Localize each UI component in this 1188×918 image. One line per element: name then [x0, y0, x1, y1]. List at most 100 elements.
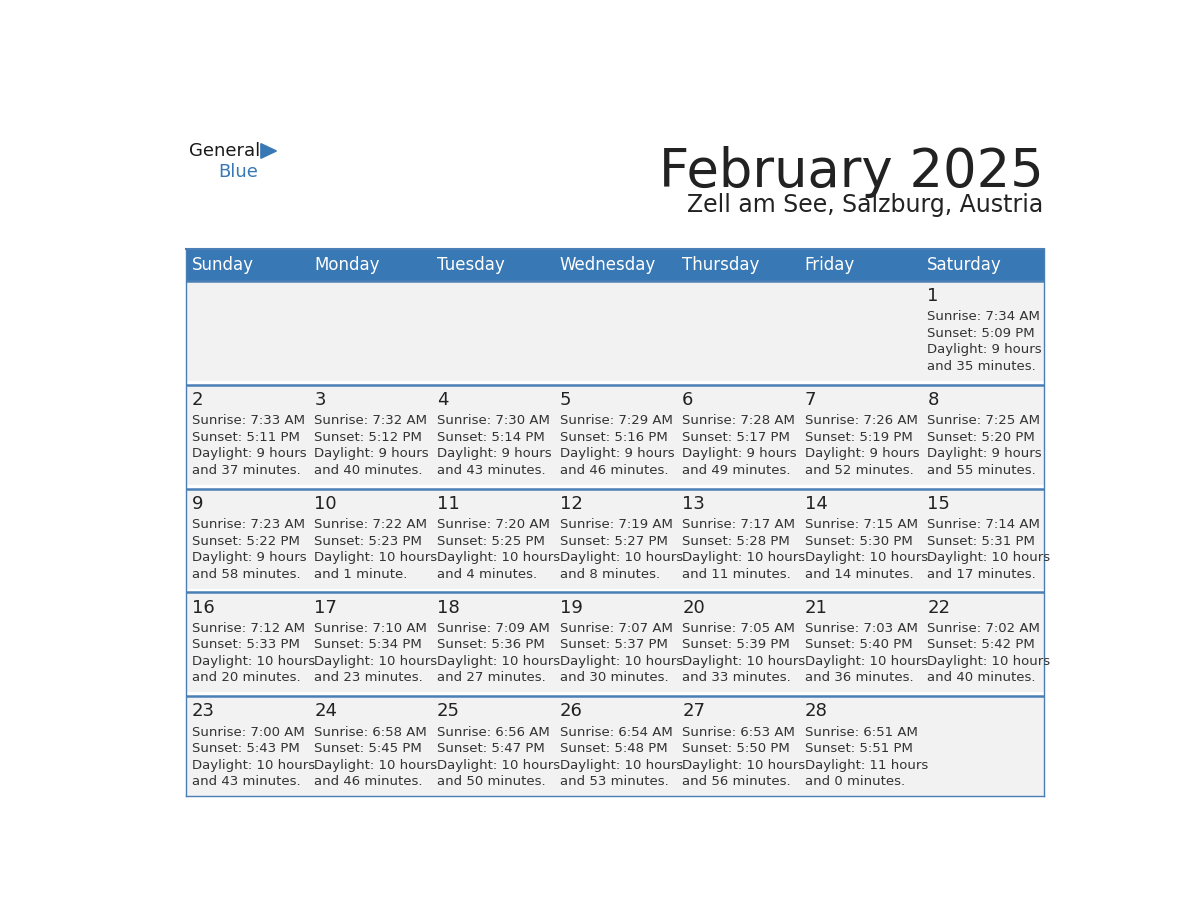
Text: Daylight: 10 hours: Daylight: 10 hours	[928, 655, 1050, 668]
Text: 7: 7	[804, 391, 816, 409]
Text: Daylight: 10 hours: Daylight: 10 hours	[682, 551, 805, 564]
Text: Zell am See, Salzburg, Austria: Zell am See, Salzburg, Austria	[688, 194, 1043, 218]
Text: Sunset: 5:19 PM: Sunset: 5:19 PM	[804, 431, 912, 443]
Bar	[308, 488, 431, 588]
Polygon shape	[261, 143, 277, 158]
Text: Sunset: 5:27 PM: Sunset: 5:27 PM	[560, 534, 668, 547]
Text: Sunrise: 7:05 AM: Sunrise: 7:05 AM	[682, 621, 795, 634]
Text: 22: 22	[928, 599, 950, 617]
Text: 2: 2	[192, 391, 203, 409]
Text: 23: 23	[192, 702, 215, 721]
Text: Sunset: 5:20 PM: Sunset: 5:20 PM	[928, 431, 1035, 443]
Bar	[554, 249, 676, 281]
Text: and 58 minutes.: and 58 minutes.	[192, 567, 301, 580]
Text: and 43 minutes.: and 43 minutes.	[437, 464, 545, 476]
Text: Daylight: 9 hours: Daylight: 9 hours	[928, 447, 1042, 460]
Text: and 0 minutes.: and 0 minutes.	[804, 775, 905, 789]
Text: General: General	[189, 142, 260, 160]
Text: Sunrise: 7:07 AM: Sunrise: 7:07 AM	[560, 621, 672, 634]
Bar	[554, 385, 676, 485]
Bar	[921, 696, 1043, 796]
Text: and 1 minute.: and 1 minute.	[315, 567, 407, 580]
Text: Sunrise: 7:22 AM: Sunrise: 7:22 AM	[315, 518, 428, 531]
Text: Monday: Monday	[315, 256, 380, 274]
Text: Sunrise: 7:28 AM: Sunrise: 7:28 AM	[682, 414, 795, 427]
Text: and 14 minutes.: and 14 minutes.	[804, 567, 914, 580]
Text: 9: 9	[192, 495, 203, 513]
Text: 17: 17	[315, 599, 337, 617]
Text: Daylight: 10 hours: Daylight: 10 hours	[560, 655, 683, 668]
Bar	[308, 696, 431, 796]
Text: Daylight: 9 hours: Daylight: 9 hours	[928, 343, 1042, 356]
Text: Thursday: Thursday	[682, 256, 759, 274]
Text: and 46 minutes.: and 46 minutes.	[315, 775, 423, 789]
Text: and 53 minutes.: and 53 minutes.	[560, 775, 669, 789]
Text: Daylight: 9 hours: Daylight: 9 hours	[560, 447, 675, 460]
Bar	[185, 385, 308, 485]
Text: and 11 minutes.: and 11 minutes.	[682, 567, 791, 580]
Text: Daylight: 11 hours: Daylight: 11 hours	[804, 758, 928, 772]
Text: Sunset: 5:45 PM: Sunset: 5:45 PM	[315, 742, 422, 756]
Text: and 56 minutes.: and 56 minutes.	[682, 775, 791, 789]
Text: and 40 minutes.: and 40 minutes.	[928, 671, 1036, 685]
Text: Sunday: Sunday	[192, 256, 254, 274]
Text: 24: 24	[315, 702, 337, 721]
Text: Sunrise: 6:51 AM: Sunrise: 6:51 AM	[804, 725, 917, 739]
Bar	[921, 592, 1043, 692]
Bar	[185, 488, 308, 588]
Text: Daylight: 9 hours: Daylight: 9 hours	[437, 447, 551, 460]
Text: Daylight: 9 hours: Daylight: 9 hours	[315, 447, 429, 460]
Bar	[676, 488, 798, 588]
Text: Daylight: 10 hours: Daylight: 10 hours	[560, 758, 683, 772]
Bar	[798, 592, 921, 692]
Text: Sunrise: 7:29 AM: Sunrise: 7:29 AM	[560, 414, 672, 427]
Text: 26: 26	[560, 702, 582, 721]
Text: Sunset: 5:47 PM: Sunset: 5:47 PM	[437, 742, 545, 756]
Text: and 8 minutes.: and 8 minutes.	[560, 567, 659, 580]
Text: 1: 1	[928, 287, 939, 306]
Text: Sunrise: 7:26 AM: Sunrise: 7:26 AM	[804, 414, 917, 427]
Bar	[676, 385, 798, 485]
Text: and 30 minutes.: and 30 minutes.	[560, 671, 668, 685]
Text: Tuesday: Tuesday	[437, 256, 505, 274]
Text: and 50 minutes.: and 50 minutes.	[437, 775, 545, 789]
Text: Sunset: 5:40 PM: Sunset: 5:40 PM	[804, 638, 912, 651]
Bar	[921, 281, 1043, 381]
Text: Daylight: 10 hours: Daylight: 10 hours	[682, 758, 805, 772]
Bar	[308, 281, 431, 381]
Bar	[431, 592, 554, 692]
Text: Daylight: 10 hours: Daylight: 10 hours	[437, 758, 561, 772]
Text: and 20 minutes.: and 20 minutes.	[192, 671, 301, 685]
Text: Sunrise: 7:33 AM: Sunrise: 7:33 AM	[192, 414, 305, 427]
Text: and 55 minutes.: and 55 minutes.	[928, 464, 1036, 476]
Bar	[921, 385, 1043, 485]
Text: Wednesday: Wednesday	[560, 256, 656, 274]
Text: Sunset: 5:28 PM: Sunset: 5:28 PM	[682, 534, 790, 547]
Bar	[676, 281, 798, 381]
Text: Sunrise: 7:34 AM: Sunrise: 7:34 AM	[928, 310, 1041, 323]
Text: Sunrise: 7:30 AM: Sunrise: 7:30 AM	[437, 414, 550, 427]
Bar	[431, 488, 554, 588]
Bar	[431, 385, 554, 485]
Text: 21: 21	[804, 599, 828, 617]
Text: and 4 minutes.: and 4 minutes.	[437, 567, 537, 580]
Text: 5: 5	[560, 391, 571, 409]
Text: Daylight: 10 hours: Daylight: 10 hours	[682, 655, 805, 668]
Text: Sunset: 5:34 PM: Sunset: 5:34 PM	[315, 638, 422, 651]
Text: Sunset: 5:37 PM: Sunset: 5:37 PM	[560, 638, 668, 651]
Text: Sunset: 5:48 PM: Sunset: 5:48 PM	[560, 742, 668, 756]
Text: Sunset: 5:22 PM: Sunset: 5:22 PM	[192, 534, 299, 547]
Text: Sunset: 5:14 PM: Sunset: 5:14 PM	[437, 431, 545, 443]
Bar	[308, 385, 431, 485]
Bar	[554, 592, 676, 692]
Text: Daylight: 10 hours: Daylight: 10 hours	[437, 655, 561, 668]
Text: Sunset: 5:36 PM: Sunset: 5:36 PM	[437, 638, 545, 651]
Text: Sunset: 5:25 PM: Sunset: 5:25 PM	[437, 534, 545, 547]
Text: and 36 minutes.: and 36 minutes.	[804, 671, 914, 685]
Bar	[554, 488, 676, 588]
Bar	[798, 696, 921, 796]
Bar	[185, 249, 308, 281]
Text: 28: 28	[804, 702, 828, 721]
Text: and 43 minutes.: and 43 minutes.	[192, 775, 301, 789]
Text: Sunset: 5:30 PM: Sunset: 5:30 PM	[804, 534, 912, 547]
